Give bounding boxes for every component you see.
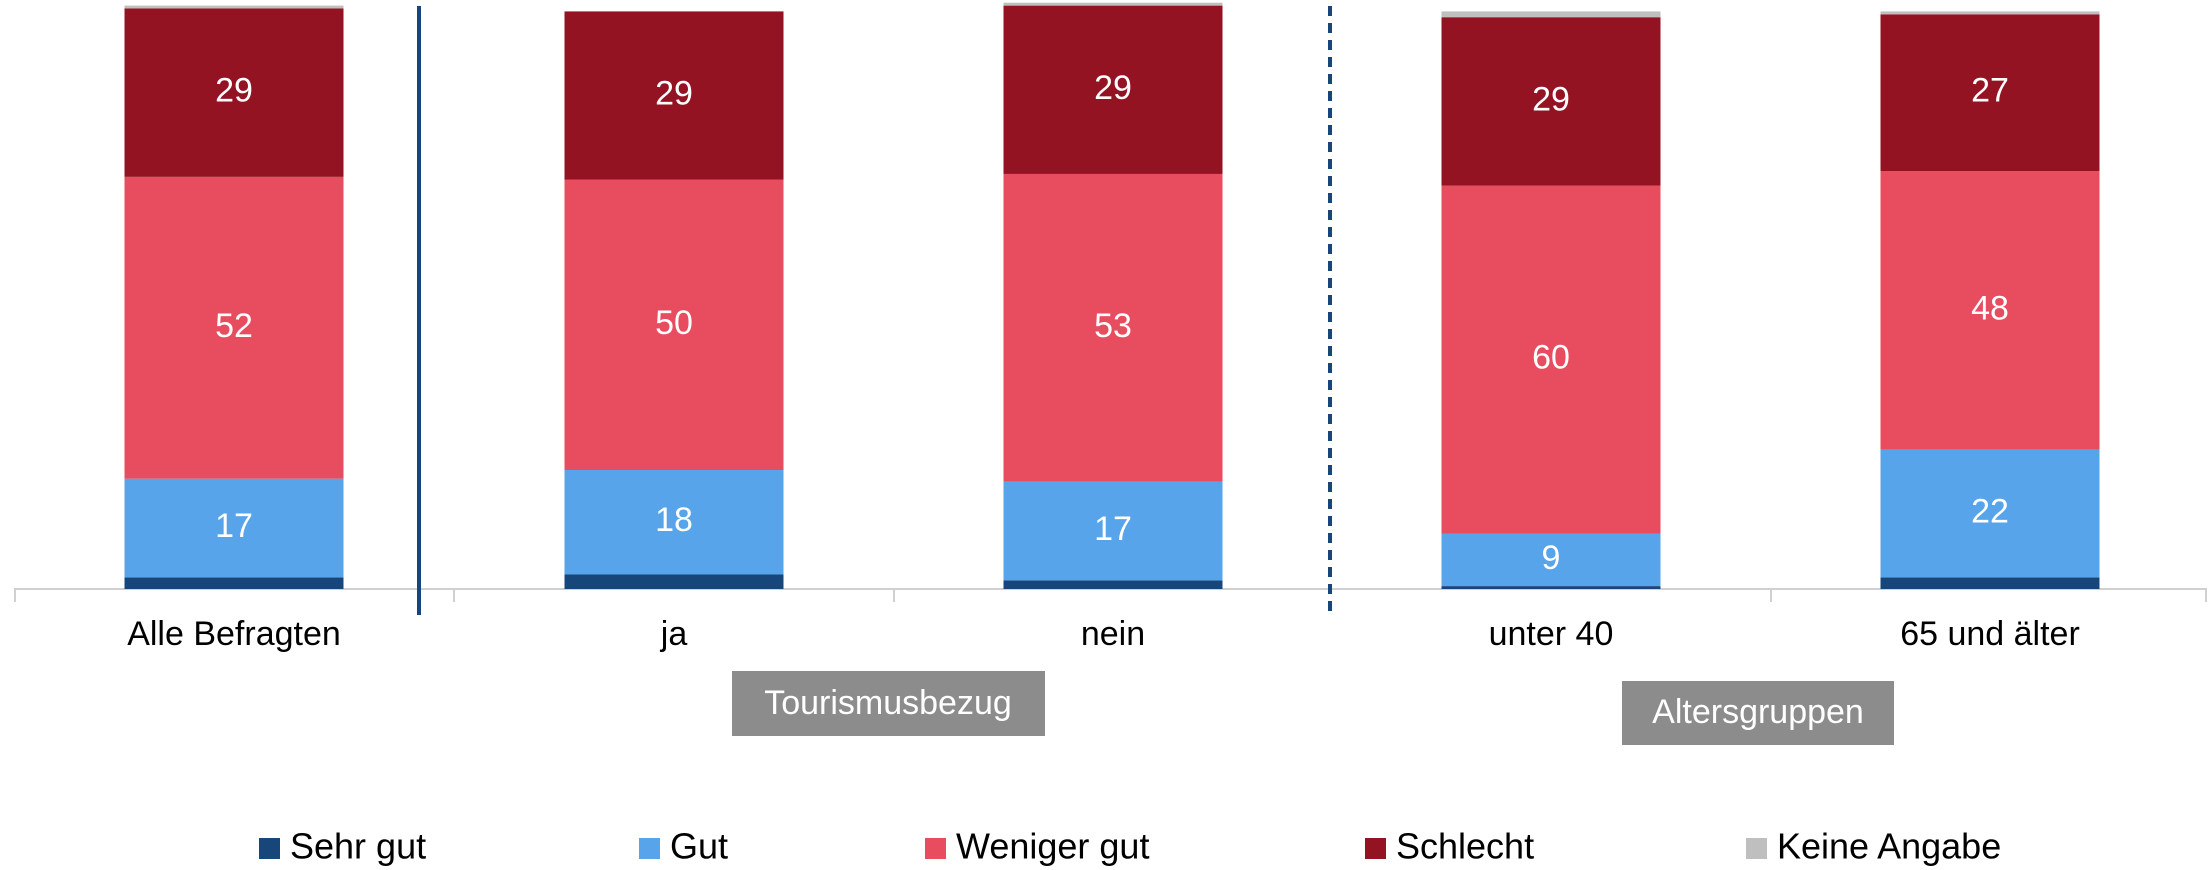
- bar-segment: [1441, 533, 1661, 587]
- data-label: 9: [1542, 539, 1561, 577]
- legend-label: Weniger gut: [956, 826, 1149, 867]
- bar-segment: [1003, 2, 1223, 6]
- bar-segment: [1880, 577, 2100, 589]
- bar-segment: [1003, 580, 1223, 589]
- x-tick-label: unter 40: [1489, 615, 1614, 653]
- group-label: Tourismusbezug: [764, 684, 1012, 722]
- data-label: 48: [1971, 289, 2009, 327]
- data-label: 29: [1532, 80, 1570, 118]
- bar-segment: [124, 5, 344, 9]
- legend-swatch: [925, 838, 946, 859]
- bar-segment: [1441, 185, 1661, 534]
- x-tick-label: Alle Befragten: [127, 615, 341, 653]
- data-label: 29: [215, 72, 253, 110]
- group-label: Altersgruppen: [1652, 693, 1864, 731]
- bar-segment: [1441, 17, 1661, 186]
- bar-segment: [1880, 171, 2100, 450]
- bar-segment: [564, 179, 784, 470]
- bar-segment: [124, 577, 344, 589]
- data-label: 17: [215, 507, 253, 545]
- axis-ticks: [14, 589, 2207, 602]
- bar-segment: [564, 11, 784, 180]
- group-box: [732, 671, 1045, 736]
- x-tick-label: nein: [1081, 615, 1145, 653]
- legend-label: Schlecht: [1396, 826, 1534, 867]
- legend-swatch: [639, 838, 660, 859]
- bar-segment: [1880, 449, 2100, 578]
- legend-swatch: [1365, 838, 1386, 859]
- legend-label: Gut: [670, 826, 728, 867]
- x-tick-label: 65 und älter: [1900, 615, 2080, 653]
- bar-segment: [1880, 11, 2100, 15]
- bar-segment: [564, 574, 784, 589]
- bar-segment: [1003, 173, 1223, 482]
- bar-segment: [564, 469, 784, 575]
- legend-label: Sehr gut: [290, 826, 426, 867]
- bar-segment: [1003, 5, 1223, 174]
- data-label: 50: [655, 304, 693, 342]
- data-label: 17: [1094, 510, 1132, 548]
- x-tick-label: ja: [660, 615, 688, 653]
- data-label: 53: [1094, 307, 1132, 345]
- bar-segment: [1441, 11, 1661, 18]
- data-label: 60: [1532, 339, 1570, 377]
- data-label: 29: [1094, 69, 1132, 107]
- data-label: 22: [1971, 493, 2009, 531]
- bar-segment: [1880, 14, 2100, 172]
- data-label: 27: [1971, 72, 2009, 110]
- bar-segment: [1441, 586, 1661, 589]
- data-label: 29: [655, 75, 693, 113]
- group-box: [1622, 681, 1894, 745]
- legend-swatch: [1746, 838, 1767, 859]
- legend-label: Keine Angabe: [1777, 826, 2001, 867]
- bar-segment: [1003, 481, 1223, 581]
- data-label: 18: [655, 501, 693, 539]
- legend-swatch: [259, 838, 280, 859]
- data-label: 52: [215, 307, 253, 345]
- bar-segment: [124, 176, 344, 479]
- bar-segment: [124, 8, 344, 177]
- bar-segment: [124, 478, 344, 578]
